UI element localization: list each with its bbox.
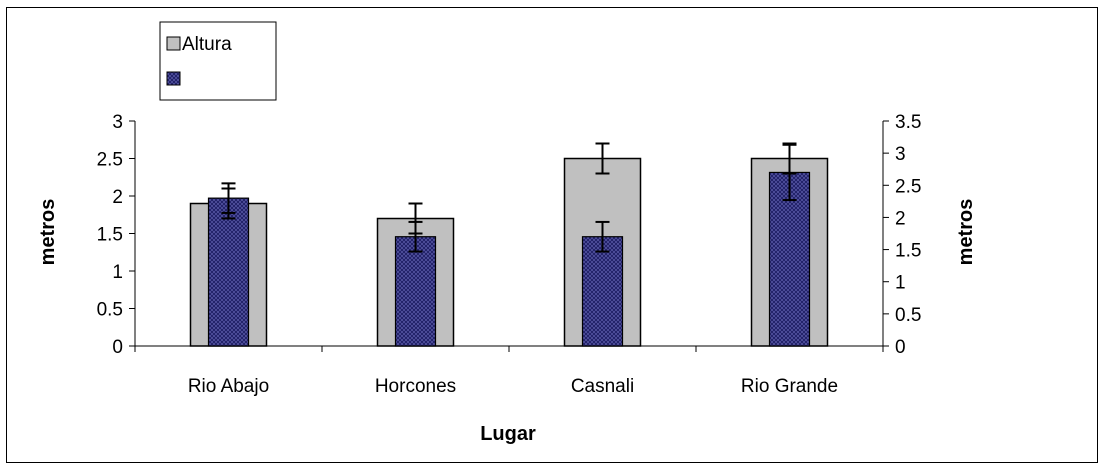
y-right-tick-label-5: 2.5 <box>895 176 921 197</box>
y-right-tick-label-3: 1.5 <box>895 241 921 262</box>
legend-swatch-altura <box>166 36 181 51</box>
bar-series2-3 <box>581 236 624 347</box>
error-bar-altura-3 <box>595 142 610 175</box>
error-bar-series2-3 <box>595 220 610 253</box>
y-left-tick-label-3: 1.5 <box>97 225 123 246</box>
axes-group: Rio Abajo Horcones Casnali Rio Grande 0 0.5 1 1… <box>97 112 922 397</box>
y-right-tick-label-4: 2 <box>895 208 906 229</box>
legend-box <box>159 21 277 101</box>
x-tick-label-2: Horcones <box>375 376 456 397</box>
y-axis-label-left: metros <box>37 199 59 266</box>
y-left-tick-label-6: 3 <box>112 112 123 133</box>
bar-series2-2 <box>394 236 437 347</box>
x-tick-label-3: Casnali <box>571 376 634 397</box>
error-bar-series2-1 <box>221 182 236 214</box>
error-bar-series2-4 <box>782 143 797 202</box>
legend-swatch-series-2 <box>166 71 181 86</box>
legend: Altura <box>159 21 277 101</box>
y-left-tick-label-5: 2.5 <box>97 150 123 171</box>
bars-group <box>189 157 829 347</box>
y-left-tick-label-2: 1 <box>112 262 123 283</box>
bar-series2-1 <box>207 197 250 347</box>
x-tick-label-1: Rio Abajo <box>188 376 269 397</box>
y-axis-label-right: metros <box>955 199 977 266</box>
y-right-tick-label-0: 0 <box>895 337 906 358</box>
bar-series2-4 <box>768 171 811 347</box>
y-left-tick-label-1: 0.5 <box>97 300 123 321</box>
legend-label-altura: Altura <box>182 34 232 55</box>
x-tick-label-4: Rio Grande <box>741 376 838 397</box>
y-right-tick-label-2: 1 <box>895 273 906 294</box>
error-bars-group <box>221 142 797 253</box>
y-left-tick-label-0: 0 <box>112 337 123 358</box>
x-axis-label: Lugar <box>480 423 536 445</box>
y-left-tick-label-4: 2 <box>112 187 123 208</box>
error-bar-series2-2 <box>408 220 423 253</box>
y-right-tick-label-1: 0.5 <box>895 305 921 326</box>
y-right-tick-label-6: 3 <box>895 144 906 165</box>
y-right-tick-label-7: 3.5 <box>895 112 921 133</box>
